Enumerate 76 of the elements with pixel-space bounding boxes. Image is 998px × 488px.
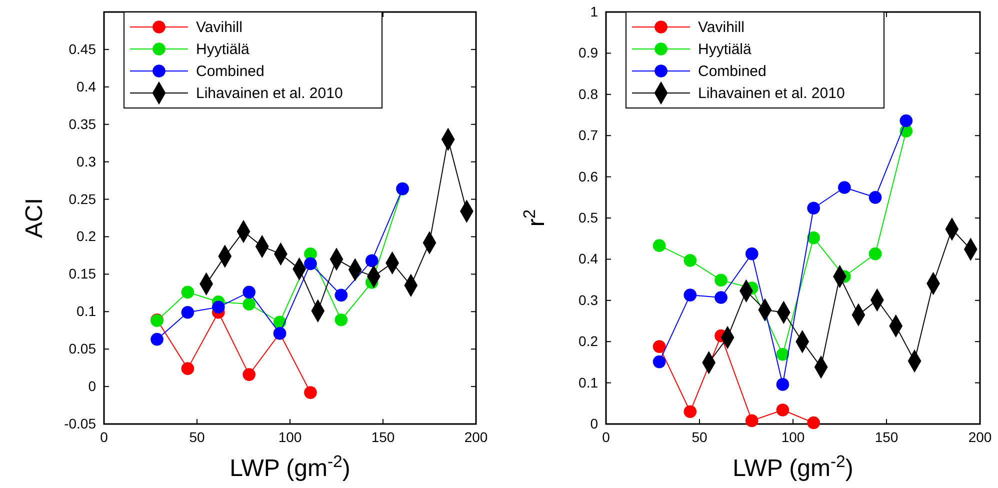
- point: [900, 114, 913, 128]
- y-tick-label: 0.1: [76, 303, 96, 320]
- point: [868, 247, 882, 260]
- y-tick-label: 0.4: [578, 250, 598, 267]
- point: [807, 416, 820, 430]
- point: [776, 378, 790, 391]
- point: [181, 362, 194, 375]
- legend-label: Vavihill: [698, 19, 744, 36]
- x-tick-label: 200: [968, 428, 992, 445]
- point: [745, 414, 758, 428]
- y-tick-label: 0.6: [578, 168, 598, 184]
- x-tick-label: 150: [874, 428, 898, 445]
- y-tick-label: 0.35: [68, 116, 96, 132]
- y-tick-label: 0.7: [578, 127, 598, 144]
- x-tick-label: 100: [278, 428, 302, 445]
- legend-label: Combined: [196, 63, 264, 80]
- point: [684, 254, 697, 267]
- point: [365, 254, 378, 268]
- point: [807, 231, 820, 244]
- point: [652, 355, 666, 368]
- y-tick-label: 0.3: [76, 153, 96, 170]
- y-tick-label: 0.9: [578, 44, 598, 61]
- point: [714, 274, 728, 287]
- point: [652, 239, 666, 252]
- y-tick-label: 0.2: [76, 228, 96, 244]
- legend-label: Hyytiälä: [698, 41, 752, 58]
- x-tick-label: 0: [100, 428, 108, 445]
- x-tick-label: 50: [189, 428, 205, 445]
- x-tick-label: 100: [781, 428, 805, 445]
- x-axis-title: LWP (gm$^{-2}$): [732, 452, 854, 482]
- y-tick-label: 0.15: [68, 266, 96, 282]
- y-tick-label: -0.05: [64, 415, 96, 432]
- point: [714, 291, 728, 304]
- y-tick-label: 0: [88, 378, 96, 394]
- y-tick-label: 0: [590, 415, 598, 432]
- y-tick-label: 0.2: [578, 333, 598, 350]
- legend-label: Hyytiälä: [196, 41, 250, 58]
- y-tick-label: 1: [590, 3, 598, 20]
- y-tick-label: 0.05: [68, 340, 96, 357]
- point: [838, 181, 851, 194]
- point: [652, 340, 666, 353]
- y-tick-label: 0.4: [76, 78, 96, 94]
- point: [745, 247, 758, 260]
- point: [242, 286, 256, 299]
- y-tick-label: 0.45: [68, 40, 96, 57]
- x-axis-title: LWP (gm$^{-2}$): [230, 452, 350, 482]
- y-tick-label: 0.25: [68, 190, 96, 207]
- point: [807, 202, 820, 215]
- x-tick-label: 0: [602, 428, 610, 445]
- point: [334, 288, 348, 302]
- point: [304, 386, 317, 399]
- legend-label: Vavihill: [196, 19, 242, 36]
- point: [776, 348, 790, 361]
- point: [776, 404, 790, 416]
- x-tick-label: 150: [371, 428, 395, 445]
- point: [684, 405, 697, 418]
- point: [181, 286, 194, 299]
- point: [242, 298, 256, 311]
- x-tick-label: 200: [464, 428, 488, 445]
- point: [334, 313, 348, 326]
- y-tick-label: 0.8: [578, 86, 598, 102]
- legend-label: Lihavainen et al. 2010: [698, 85, 845, 102]
- y-tick-label: 0.5: [578, 209, 598, 226]
- legend-label: Combined: [698, 63, 766, 80]
- y-tick-label: 0.1: [578, 374, 598, 390]
- legend-label: Lihavainen et al. 2010: [196, 85, 343, 102]
- y-axis-title: ACI: [21, 198, 48, 238]
- point: [684, 288, 697, 302]
- point: [868, 190, 882, 204]
- point: [150, 332, 164, 346]
- y-tick-label: 0.3: [578, 292, 598, 308]
- point: [242, 368, 256, 381]
- point: [212, 300, 225, 314]
- x-tick-label: 50: [692, 428, 708, 445]
- point: [304, 257, 317, 270]
- point: [181, 306, 194, 319]
